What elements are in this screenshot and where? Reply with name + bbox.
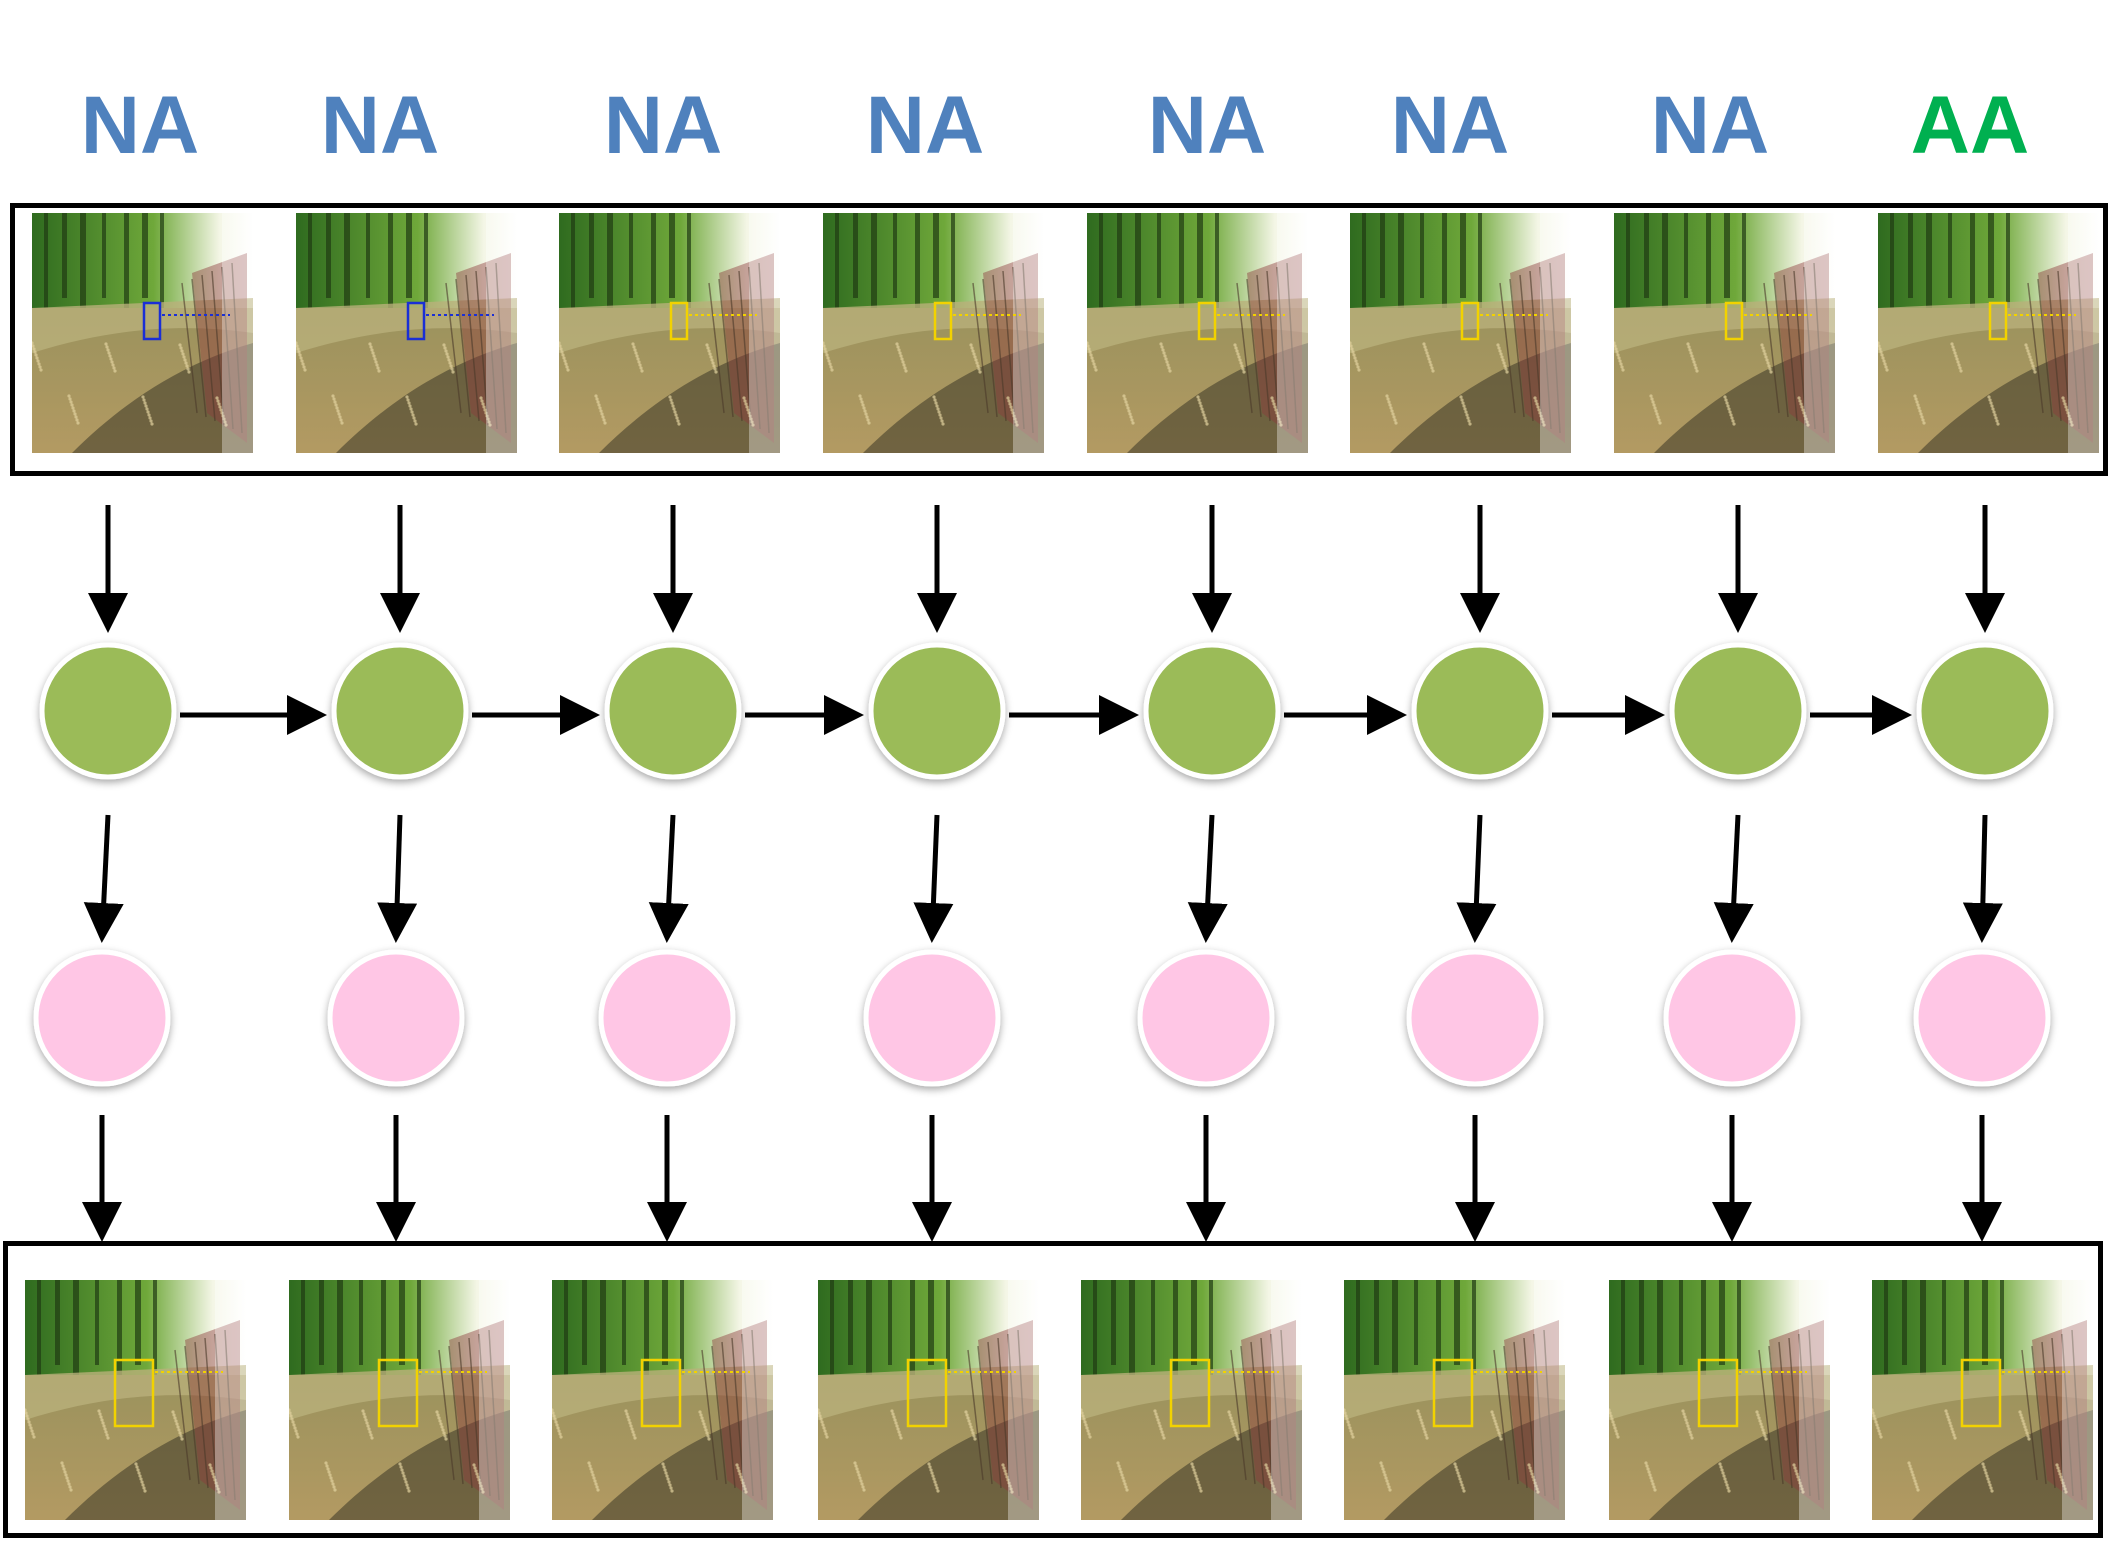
output-node-4 bbox=[863, 949, 1001, 1087]
input-frame-6-image bbox=[1350, 213, 1571, 453]
input-frame-2 bbox=[296, 213, 517, 453]
hidden-state-node-5 bbox=[1143, 642, 1281, 780]
input-frame-8-image bbox=[1878, 213, 2099, 453]
hidden-state-node-4 bbox=[868, 642, 1006, 780]
output-frame-6-image bbox=[1344, 1280, 1565, 1520]
input-frame-3 bbox=[559, 213, 780, 453]
input-frame-8 bbox=[1878, 213, 2099, 453]
output-node-6 bbox=[1406, 949, 1544, 1087]
output-node-3 bbox=[598, 949, 736, 1087]
output-frame-8-image bbox=[1872, 1280, 2093, 1520]
hidden-state-node-8 bbox=[1916, 642, 2054, 780]
output-frame-2 bbox=[289, 1280, 510, 1520]
output-frame-1-image bbox=[25, 1280, 246, 1520]
hidden-state-node-7 bbox=[1669, 642, 1807, 780]
output-frame-2-image bbox=[289, 1280, 510, 1520]
input-frame-4 bbox=[823, 213, 1044, 453]
output-node-5 bbox=[1137, 949, 1275, 1087]
arrow-hidden-to-output-node-4 bbox=[913, 814, 954, 943]
output-node-2 bbox=[327, 949, 465, 1087]
output-frame-7 bbox=[1609, 1280, 1830, 1520]
arrow-hidden-to-output-node-2 bbox=[377, 814, 418, 943]
output-frame-5-image bbox=[1081, 1280, 1302, 1520]
input-frame-1 bbox=[32, 213, 253, 453]
frame-label-3: NA bbox=[603, 80, 723, 171]
output-frame-7-image bbox=[1609, 1280, 1830, 1520]
output-frame-4 bbox=[818, 1280, 1039, 1520]
hidden-state-node-1 bbox=[39, 642, 177, 780]
frame-label-8: AA bbox=[1910, 80, 2030, 171]
input-frame-5 bbox=[1087, 213, 1308, 453]
arrow-hidden-to-output-node-6 bbox=[1456, 814, 1497, 943]
arrow-hidden-to-output-node-8 bbox=[1962, 814, 2003, 943]
output-frame-6 bbox=[1344, 1280, 1565, 1520]
hidden-state-node-6 bbox=[1411, 642, 1549, 780]
frame-label-1: NA bbox=[80, 80, 200, 171]
input-frame-3-image bbox=[559, 213, 780, 453]
output-node-1 bbox=[33, 949, 171, 1087]
arrow-hidden-to-output-node-5 bbox=[1187, 814, 1228, 943]
frame-label-7: NA bbox=[1650, 80, 1770, 171]
output-node-7 bbox=[1663, 949, 1801, 1087]
frame-label-2: NA bbox=[320, 80, 440, 171]
output-node-8 bbox=[1913, 949, 2051, 1087]
output-frame-8 bbox=[1872, 1280, 2093, 1520]
arrow-hidden-to-output-node-7 bbox=[1713, 814, 1754, 943]
input-frame-1-image bbox=[32, 213, 253, 453]
hidden-state-node-2 bbox=[331, 642, 469, 780]
output-frame-1 bbox=[25, 1280, 246, 1520]
input-frame-4-image bbox=[823, 213, 1044, 453]
input-frame-7 bbox=[1614, 213, 1835, 453]
arrow-hidden-to-output-node-1 bbox=[83, 814, 124, 943]
arrow-hidden-to-output-node-3 bbox=[648, 814, 689, 943]
output-frame-5 bbox=[1081, 1280, 1302, 1520]
input-frame-7-image bbox=[1614, 213, 1835, 453]
hidden-state-node-3 bbox=[604, 642, 742, 780]
input-frame-2-image bbox=[296, 213, 517, 453]
input-frame-6 bbox=[1350, 213, 1571, 453]
output-frame-3 bbox=[552, 1280, 773, 1520]
frame-label-5: NA bbox=[1147, 80, 1267, 171]
output-frame-4-image bbox=[818, 1280, 1039, 1520]
output-frame-3-image bbox=[552, 1280, 773, 1520]
input-frame-5-image bbox=[1087, 213, 1308, 453]
frame-label-6: NA bbox=[1390, 80, 1510, 171]
frame-label-4: NA bbox=[865, 80, 985, 171]
